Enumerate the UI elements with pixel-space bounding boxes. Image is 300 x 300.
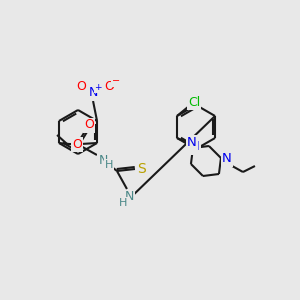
Text: N: N: [187, 136, 197, 149]
Text: N: N: [88, 86, 98, 100]
Text: N: N: [222, 152, 232, 166]
Text: N: N: [190, 140, 200, 154]
Text: O: O: [104, 80, 114, 94]
Text: O: O: [76, 80, 86, 94]
Text: Cl: Cl: [188, 95, 200, 109]
Text: S: S: [138, 162, 146, 176]
Text: O: O: [72, 137, 82, 151]
Text: O: O: [84, 118, 94, 131]
Text: H: H: [119, 198, 127, 208]
Text: N: N: [124, 190, 134, 203]
Text: H: H: [105, 160, 113, 170]
Text: +: +: [94, 83, 102, 92]
Text: −: −: [112, 76, 120, 86]
Text: N: N: [98, 154, 108, 166]
